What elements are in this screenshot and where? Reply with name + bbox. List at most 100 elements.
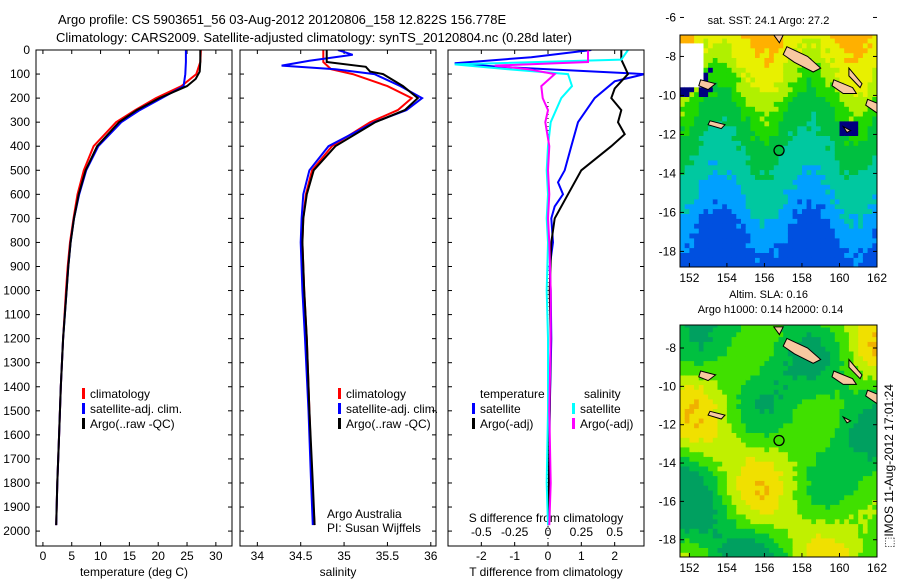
map-cell (769, 350, 775, 357)
map-cell (797, 465, 803, 472)
map-cell (684, 218, 690, 224)
map-cell (684, 533, 690, 539)
map-cell (712, 72, 719, 78)
map-cell (712, 189, 719, 195)
map-cell (862, 442, 869, 448)
map-cell (834, 537, 841, 544)
map-cell (736, 101, 742, 107)
map-cell (778, 218, 784, 224)
legend-label: Argo(-adj) (480, 417, 533, 431)
map-cell (684, 442, 690, 448)
map-cell (839, 35, 845, 39)
map-cell (773, 509, 780, 515)
map-cell (694, 394, 700, 400)
map-cell (806, 331, 812, 338)
map-cell (862, 389, 869, 395)
map-cell (811, 504, 817, 510)
map-cell (783, 346, 789, 352)
series-line-argo-raw-qc- (301, 50, 420, 526)
map-cell (689, 547, 695, 553)
map-cell (867, 62, 873, 68)
map-cell (726, 384, 733, 390)
map-cell (848, 513, 855, 520)
map-cell (694, 461, 700, 467)
map-cell (797, 331, 803, 338)
map-cell (802, 81, 808, 88)
map-cell (712, 325, 719, 328)
map-cell (830, 427, 836, 433)
map-cell (736, 442, 742, 448)
map-cell (708, 494, 714, 501)
map-cell (741, 432, 747, 438)
map-cell (755, 408, 761, 414)
map-cell (830, 111, 836, 117)
map-cell (755, 499, 761, 505)
map-cell (802, 47, 808, 54)
map-cell (825, 140, 831, 146)
map-cell (783, 456, 789, 462)
map-cell (820, 336, 826, 342)
s-tick-label: -0.5 (471, 525, 492, 539)
map-cell (867, 470, 873, 477)
legend-swatch (82, 403, 85, 414)
map-cell (759, 150, 765, 156)
map-cell (867, 228, 873, 234)
map-cell (816, 432, 822, 438)
map-cell (694, 537, 700, 544)
map-cell (797, 446, 803, 453)
map-cell (717, 528, 723, 534)
map-cell (736, 360, 742, 366)
map-cell (778, 528, 784, 534)
lat-tick-label: -18 (659, 533, 677, 547)
map-cell (712, 370, 719, 376)
map-cell (848, 389, 855, 395)
legend-label: Argo(..raw -QC) (346, 417, 431, 431)
map-cell (783, 437, 789, 443)
map-cell (797, 360, 803, 366)
map-cell (834, 384, 841, 390)
map-cell (717, 403, 723, 409)
map-cell (806, 237, 812, 244)
map-cell (694, 518, 700, 525)
x-tick-label: 1 (578, 549, 585, 563)
map-cell (802, 76, 808, 83)
map-cell (862, 528, 869, 534)
map-cell (741, 96, 747, 102)
map-cell (741, 537, 747, 544)
map-cell (848, 150, 855, 156)
map-cell (830, 326, 836, 333)
map-cell (802, 446, 808, 453)
map-cell (839, 228, 845, 234)
map-cell (792, 164, 798, 171)
map-cell (867, 360, 873, 366)
map-cell (778, 52, 784, 58)
map-cell (783, 370, 789, 376)
map-cell (712, 475, 719, 481)
map-cell (778, 408, 784, 414)
map-cell (745, 81, 751, 88)
map-cell (755, 125, 761, 132)
map-cell (802, 365, 808, 371)
map-cell (778, 389, 784, 395)
depth-tick-label: 400 (10, 139, 30, 153)
map-cell (708, 398, 714, 405)
map-cell (792, 394, 798, 400)
map-cell (698, 218, 705, 224)
map-cell (825, 489, 831, 496)
map-cell (844, 355, 850, 362)
map-cell (787, 91, 794, 97)
map-cell (811, 552, 817, 557)
map-cell (820, 174, 826, 180)
map-cell (698, 504, 705, 510)
map-cell (853, 198, 859, 205)
map-cell (736, 518, 742, 525)
map-cell (769, 154, 775, 161)
map-cell (722, 159, 728, 166)
map-cell (858, 533, 864, 539)
map-cell (797, 442, 803, 448)
map-cell (825, 456, 831, 462)
map-cell (755, 193, 761, 200)
map-cell (764, 111, 770, 117)
map-cell (792, 542, 798, 548)
map-cell (858, 150, 864, 156)
